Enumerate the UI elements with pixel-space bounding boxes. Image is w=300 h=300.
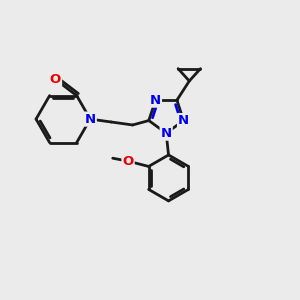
Text: O: O bbox=[122, 154, 134, 168]
Text: N: N bbox=[178, 114, 189, 127]
Text: N: N bbox=[150, 94, 161, 106]
Text: N: N bbox=[160, 127, 172, 140]
Text: O: O bbox=[50, 73, 61, 86]
Text: N: N bbox=[85, 112, 96, 126]
